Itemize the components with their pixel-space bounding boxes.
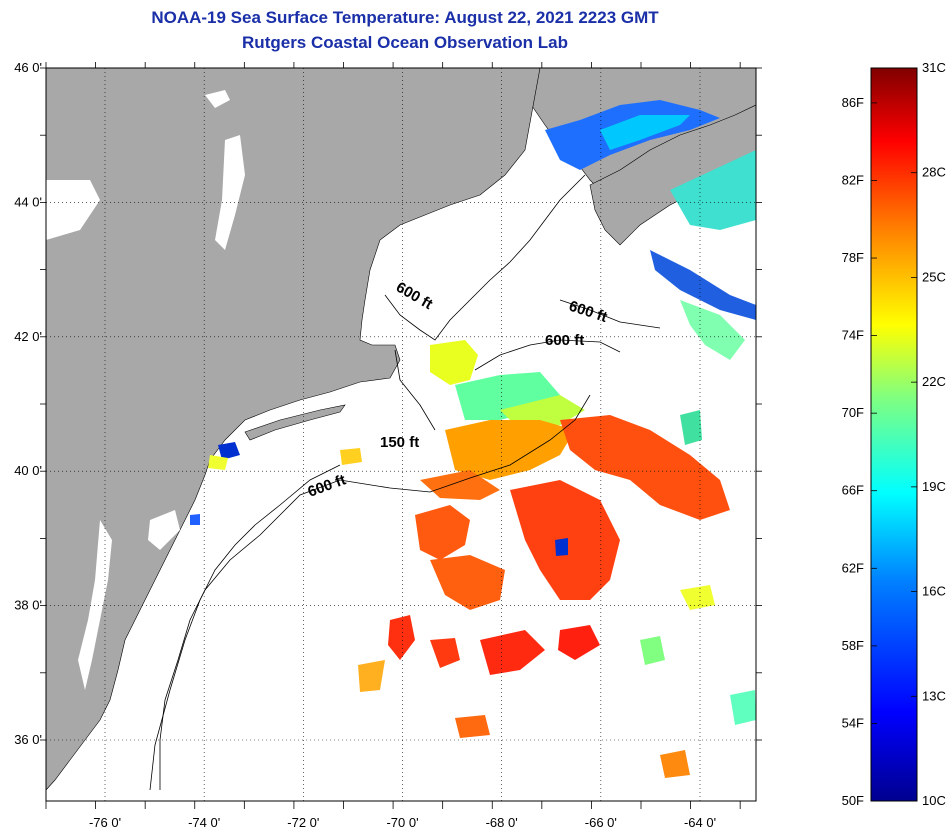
contour-line bbox=[149, 464, 341, 791]
colorbar-celsius-labels: 31C 28C 25C 22C 19C 16C 13C 10C bbox=[911, 60, 946, 808]
contour-label: 150 ft bbox=[380, 434, 419, 451]
colorbar-c-label: 22C bbox=[922, 374, 946, 389]
contour-line bbox=[474, 339, 621, 371]
contour-label: 600 ft bbox=[545, 332, 584, 349]
y-tick-label: 38 0' bbox=[14, 598, 42, 613]
x-tick-label: -68 0' bbox=[486, 815, 518, 830]
sst-patch bbox=[340, 448, 362, 465]
x-axis-labels: -76 0' -74 0' -72 0' -70 0' -68 0' -66 0' -64 … bbox=[89, 815, 716, 830]
contour-line bbox=[394, 349, 436, 431]
x-tick-label: -76 0' bbox=[89, 815, 121, 830]
x-tick-label: -72 0' bbox=[287, 815, 319, 830]
sst-patch bbox=[680, 300, 745, 360]
land-long-island bbox=[244, 404, 346, 441]
contour-line bbox=[159, 394, 591, 790]
colorbar-fahrenheit-labels: 86F 82F 78F 74F 70F 66F 62F 58F 54F 50F bbox=[842, 95, 877, 808]
lake bbox=[205, 90, 230, 108]
sst-patch bbox=[430, 340, 478, 385]
x-tick-label: -74 0' bbox=[188, 815, 220, 830]
sst-patch bbox=[430, 638, 460, 668]
lake bbox=[46, 180, 100, 240]
sst-patch bbox=[680, 410, 702, 445]
land-northeast bbox=[46, 68, 541, 791]
lake bbox=[215, 135, 245, 250]
colorbar-f-label: 82F bbox=[842, 172, 864, 187]
colorbar-c-label: 19C bbox=[922, 479, 946, 494]
map-subtitle: Rutgers Coastal Ocean Observation Lab bbox=[242, 33, 568, 52]
x-tick-label: -70 0' bbox=[386, 815, 418, 830]
map-title: NOAA-19 Sea Surface Temperature: August … bbox=[151, 8, 659, 27]
colorbar-f-label: 50F bbox=[842, 793, 864, 808]
colorbar-f-label: 78F bbox=[842, 250, 864, 265]
sst-patch bbox=[208, 455, 228, 470]
sst-patch bbox=[600, 115, 690, 150]
delaware-bay bbox=[148, 510, 180, 550]
sst-patch bbox=[190, 514, 200, 525]
sst-patch bbox=[650, 250, 756, 320]
chesapeake-bay bbox=[78, 520, 112, 690]
colorbar-f-label: 66F bbox=[842, 483, 864, 498]
y-tick-label: 46 0' bbox=[14, 60, 42, 75]
colorbar-c-label: 13C bbox=[922, 688, 946, 703]
colorbar-f-label: 58F bbox=[842, 638, 864, 653]
y-tick-label: 42 0' bbox=[14, 329, 42, 344]
sst-patch bbox=[388, 615, 415, 660]
sst-patch bbox=[730, 690, 756, 725]
sst-patch bbox=[415, 505, 470, 560]
sst-patch bbox=[560, 415, 730, 520]
colorbar-f-label: 70F bbox=[842, 405, 864, 420]
sst-patch bbox=[480, 630, 545, 675]
colorbar-f-label: 62F bbox=[842, 560, 864, 575]
sst-patch bbox=[420, 470, 500, 500]
sst-patch bbox=[670, 150, 756, 230]
colorbar-c-label: 25C bbox=[922, 269, 946, 284]
sst-patch bbox=[555, 538, 568, 556]
sst-patch bbox=[455, 715, 490, 738]
colorbar-c-label: 10C bbox=[922, 793, 946, 808]
colorbar bbox=[870, 67, 918, 802]
sst-patch bbox=[680, 585, 715, 610]
colorbar-f-label: 74F bbox=[842, 328, 864, 343]
colorbar-f-label: 86F bbox=[842, 95, 864, 110]
y-tick-label: 36 0' bbox=[14, 732, 42, 747]
x-tick-label: -64 0' bbox=[684, 815, 716, 830]
graticule bbox=[40, 62, 762, 809]
colorbar-c-label: 28C bbox=[922, 165, 946, 180]
sst-patch bbox=[218, 442, 240, 460]
sst-patch bbox=[660, 750, 690, 778]
sst-patch bbox=[558, 625, 600, 660]
sst-patch bbox=[358, 660, 385, 692]
sst-patch bbox=[445, 420, 575, 480]
colorbar-f-label: 54F bbox=[842, 715, 864, 730]
colorbar-c-label: 16C bbox=[922, 584, 946, 599]
colorbar-c-label: 31C bbox=[922, 60, 946, 75]
plot-frame bbox=[45, 67, 757, 802]
x-tick-label: -66 0' bbox=[585, 815, 617, 830]
y-tick-label: 40 0' bbox=[14, 463, 42, 478]
sst-patch bbox=[430, 555, 505, 610]
contour-line bbox=[384, 174, 586, 341]
y-tick-label: 44 0' bbox=[14, 194, 42, 209]
y-axis-labels: 46 0' 44 0' 42 0' 40 0' 38 0' 36 0' bbox=[14, 60, 42, 747]
sst-patch bbox=[640, 636, 665, 665]
contour-line bbox=[559, 299, 661, 329]
